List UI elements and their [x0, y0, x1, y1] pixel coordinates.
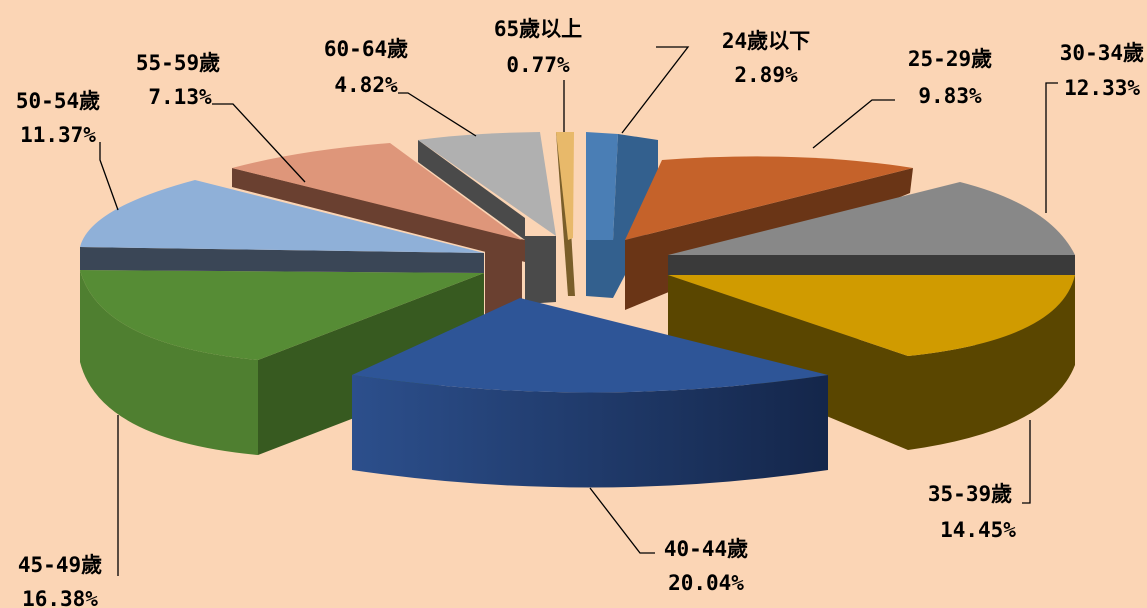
leader-50-54 — [99, 142, 119, 211]
slice-55-59 — [232, 143, 525, 320]
label-65-plus-value: 0.77% — [506, 53, 570, 77]
label-30-34-value: 12.33% — [1064, 76, 1140, 100]
label-35-39-name: 35-39歲 — [928, 482, 1012, 506]
label-30-34-name: 30-34歲 — [1060, 41, 1144, 65]
label-65-plus-name: 65歲以上 — [494, 17, 582, 41]
label-35-39-value: 14.45% — [940, 518, 1016, 542]
leader-60-64 — [398, 92, 477, 137]
slice-35-39 — [668, 275, 1075, 450]
label-24-under-name: 24歲以下 — [722, 29, 810, 53]
leader-25-29 — [812, 99, 895, 149]
label-60-64-name: 60-64歲 — [324, 37, 408, 61]
leader-lines — [99, 46, 1058, 576]
slice-40-44 — [352, 298, 828, 488]
label-60-64-value: 4.82% — [334, 73, 398, 97]
label-55-59-value: 7.13% — [148, 85, 212, 109]
leader-30-34 — [1045, 82, 1058, 213]
label-50-54-value: 11.37% — [20, 123, 96, 147]
label-50-54-name: 50-54歲 — [16, 89, 100, 113]
leader-55-59 — [212, 103, 306, 183]
leader-40-44 — [589, 487, 655, 554]
leader-35-39 — [1022, 420, 1031, 504]
slice-50-54 — [80, 180, 484, 273]
slice-60-64 — [418, 132, 556, 304]
label-40-44-value: 20.04% — [668, 571, 744, 595]
label-55-59-name: 55-59歲 — [136, 51, 220, 75]
slice-24-under — [586, 132, 658, 298]
label-24-under-value: 2.89% — [734, 63, 798, 87]
leader-24-under — [621, 46, 690, 134]
label-25-29-name: 25-29歲 — [908, 47, 992, 71]
label-45-49-name: 45-49歲 — [18, 553, 102, 577]
label-40-44-name: 40-44歲 — [664, 537, 748, 561]
label-45-49-value: 16.38% — [22, 587, 98, 608]
slice-65-plus — [556, 132, 575, 296]
slice-45-49 — [80, 270, 484, 455]
slice-labels: 24歲以下 2.89% 25-29歲 9.83% 30-34歲 12.33% 3… — [16, 17, 1144, 608]
label-25-29-value: 9.83% — [918, 84, 982, 108]
